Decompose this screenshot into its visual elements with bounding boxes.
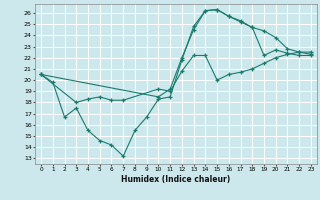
X-axis label: Humidex (Indice chaleur): Humidex (Indice chaleur) [121, 175, 231, 184]
